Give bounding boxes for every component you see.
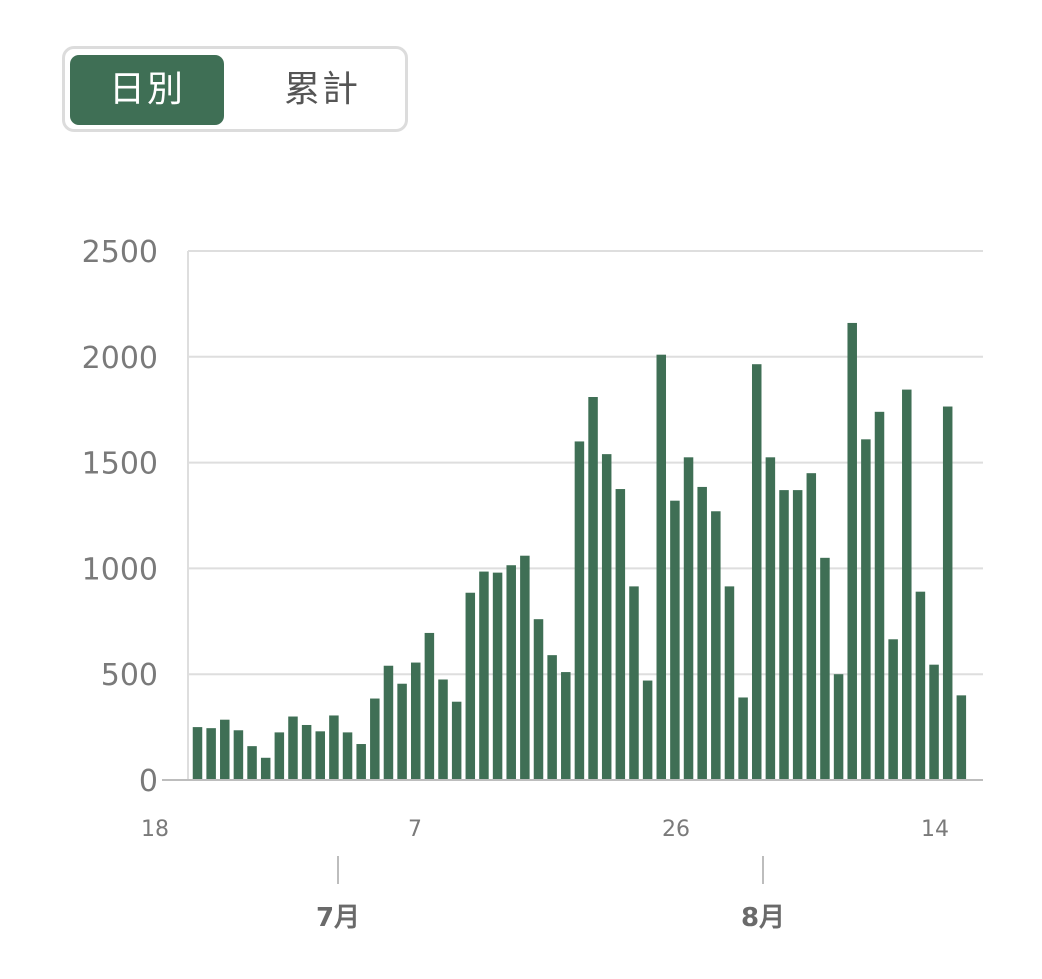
bar xyxy=(724,586,735,780)
bar xyxy=(479,571,489,780)
bar xyxy=(847,322,857,780)
x-tick-label: 14 xyxy=(921,817,949,842)
bar xyxy=(288,716,298,780)
bar xyxy=(451,701,462,780)
bar xyxy=(751,364,762,780)
bar xyxy=(601,454,612,780)
bar xyxy=(397,683,407,780)
bar xyxy=(192,727,203,780)
y-tick-label: 1000 xyxy=(82,552,158,587)
bar xyxy=(274,732,285,780)
bar xyxy=(233,730,244,780)
bar xyxy=(574,441,585,780)
bar xyxy=(492,572,503,780)
bar xyxy=(370,698,380,780)
bar xyxy=(520,555,530,780)
bar xyxy=(642,680,653,780)
y-tick-label: 2500 xyxy=(82,235,158,270)
bar xyxy=(588,397,598,780)
bar xyxy=(506,565,516,780)
x-axis: 18 7 26 14 7月 8月 xyxy=(141,779,983,933)
bar xyxy=(711,511,721,780)
bar xyxy=(929,664,939,780)
y-tick-label: 2000 xyxy=(82,341,158,376)
x-tick-label: 26 xyxy=(662,817,690,842)
bar xyxy=(915,591,926,780)
month-label: 7月 xyxy=(316,903,360,933)
bar xyxy=(220,719,230,780)
bar xyxy=(656,354,667,780)
bar xyxy=(615,489,626,780)
daily-tab[interactable]: 日別 xyxy=(70,55,224,125)
view-toggle: 日別 累計 xyxy=(62,46,408,132)
bar xyxy=(438,679,448,780)
bar xyxy=(902,389,912,780)
bar xyxy=(806,473,817,780)
bar xyxy=(206,728,216,780)
bar xyxy=(315,731,326,780)
y-tick-label: 1500 xyxy=(82,447,158,482)
bar xyxy=(410,662,421,780)
bar xyxy=(561,672,571,780)
x-tick-label: 7 xyxy=(408,817,422,842)
y-axis: 0 500 1000 1500 2000 2500 xyxy=(82,235,189,799)
bar xyxy=(329,715,339,780)
bar xyxy=(833,674,844,780)
bar xyxy=(670,500,680,780)
bar xyxy=(247,746,257,780)
bar xyxy=(547,655,557,780)
bar xyxy=(342,732,353,780)
bar xyxy=(465,592,476,780)
cumulative-tab[interactable]: 累計 xyxy=(283,69,360,110)
bar xyxy=(956,695,967,780)
bar xyxy=(697,486,707,780)
bar xyxy=(301,724,312,780)
month-label: 8月 xyxy=(741,903,785,933)
bar xyxy=(820,557,830,780)
bar xyxy=(533,619,544,780)
bar xyxy=(888,639,898,780)
bar xyxy=(424,632,435,780)
bar xyxy=(260,757,271,780)
bar xyxy=(356,744,366,780)
x-tick-label: 18 xyxy=(141,817,169,842)
bars xyxy=(192,322,967,780)
bar xyxy=(383,665,394,780)
bar xyxy=(629,586,639,780)
bar xyxy=(683,457,694,780)
bar xyxy=(765,457,776,780)
bar xyxy=(861,439,871,780)
bar xyxy=(779,490,789,780)
bar xyxy=(874,411,885,780)
y-tick-label: 0 xyxy=(139,764,158,799)
bar xyxy=(942,406,953,780)
bar xyxy=(738,697,748,780)
bar xyxy=(792,490,803,780)
y-tick-label: 500 xyxy=(101,658,158,693)
